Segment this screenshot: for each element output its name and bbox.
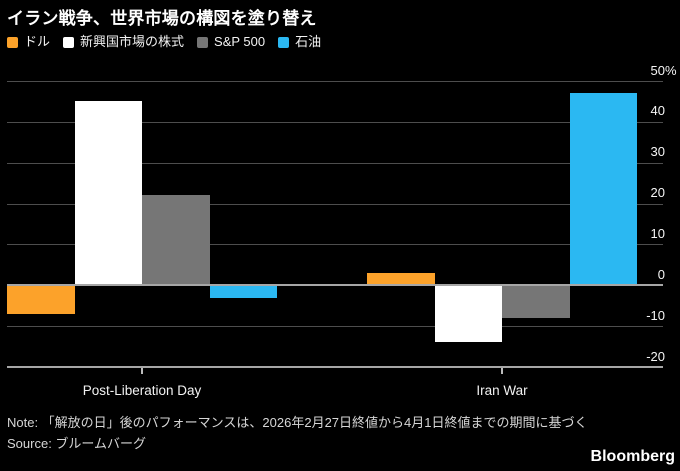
y-axis-tick-label: -20	[646, 348, 665, 364]
percent-suffix: %	[665, 62, 677, 78]
legend-item: S&P 500	[197, 35, 265, 49]
legend-item: 石油	[278, 35, 321, 49]
category-label: Iran War	[476, 383, 528, 398]
legend-swatch-icon	[7, 36, 18, 48]
bar-S&P 500-Iran War	[502, 285, 570, 318]
y-axis-tick-label: 20	[650, 185, 665, 201]
note-text: Note: 「解放の日」後のパフォーマンスは、2026年2月27日終値から4月1…	[7, 415, 588, 430]
legend-label: ドル	[24, 34, 51, 49]
bar-ドル-Post-Liberation Day	[7, 285, 75, 314]
gridline	[7, 121, 663, 123]
y-axis-tick-label: 10	[650, 225, 665, 241]
gridline	[7, 203, 663, 205]
bar-新興国市場の株式-Iran War	[434, 285, 502, 343]
y-axis-tick-label: -10	[646, 307, 665, 323]
legend-item: 新興国市場の株式	[63, 35, 184, 49]
gridline	[7, 366, 663, 368]
bar-ドル-Iran War	[367, 273, 435, 286]
legend-item: ドル	[7, 35, 50, 49]
y-axis-tick-label: 50%	[650, 62, 677, 78]
category-tick	[501, 368, 503, 374]
category-label: Post-Liberation Day	[82, 383, 202, 398]
legend-label: S&P 500	[214, 34, 266, 49]
legend: ドル 新興国市場の株式 S&P 500 石油	[7, 35, 321, 49]
gridline	[7, 162, 663, 164]
zero-line	[7, 284, 663, 287]
bar-石油-Iran War	[569, 93, 637, 286]
y-axis-tick-label: 40	[650, 103, 665, 119]
y-axis-tick-label: 0	[657, 266, 665, 282]
bloomberg-logo: Bloomberg	[590, 448, 675, 465]
legend-swatch-icon	[278, 36, 290, 48]
bar-S&P 500-Post-Liberation Day	[142, 195, 210, 286]
bar-新興国市場の株式-Post-Liberation Day	[74, 101, 142, 286]
gridline	[7, 244, 663, 246]
gridline	[7, 326, 663, 328]
gridline	[7, 81, 663, 82]
bar-石油-Post-Liberation Day	[209, 285, 277, 298]
legend-label: 新興国市場の株式	[80, 34, 185, 49]
category-tick	[141, 368, 143, 374]
legend-swatch-icon	[63, 36, 75, 48]
source-text: Source: ブルームバーグ	[7, 436, 147, 451]
legend-label: 石油	[295, 34, 322, 49]
legend-swatch-icon	[197, 36, 209, 48]
y-axis-tick-label: 30	[650, 144, 665, 160]
page-title: イラン戦争、世界市場の構図を塗り替え	[7, 9, 317, 28]
